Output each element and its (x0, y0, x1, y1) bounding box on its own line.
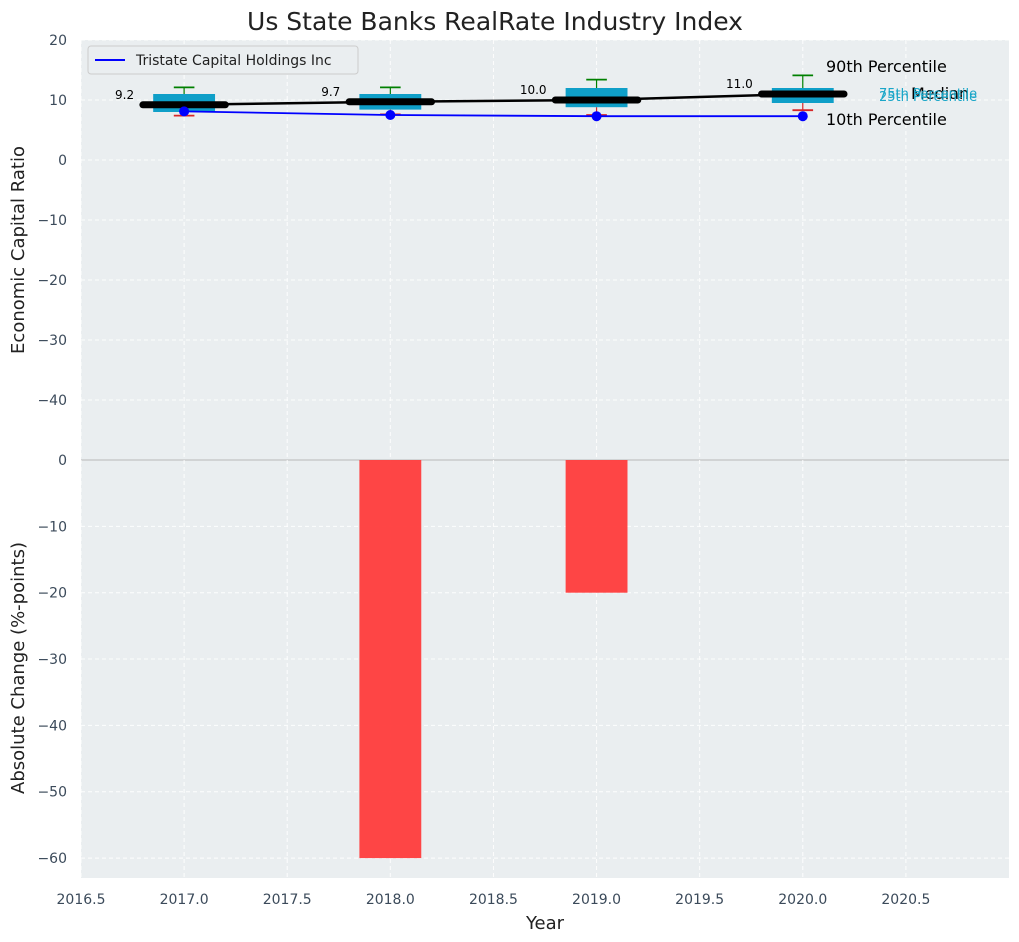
legend: Tristate Capital Holdings Inc (87, 45, 359, 75)
x-axis-label: Year (525, 913, 565, 934)
bottom-y-axis-label: Absolute Change (%-points) (8, 542, 29, 794)
series-line (184, 110, 803, 118)
bottom-y-tick-label: −30 (37, 652, 67, 668)
annotation-p10: 10th Percentile (826, 110, 947, 129)
x-tick-label: 2017.5 (263, 892, 312, 908)
change-bar (565, 460, 628, 593)
bottom-y-tick-label: 0 (58, 453, 67, 469)
percentile-boxes: 9.2 9.7 10.0 11.0 (115, 74, 848, 117)
series-point (385, 110, 396, 120)
legend-box (87, 45, 359, 75)
x-tick-label: 2019.5 (675, 892, 724, 908)
median-value-label: 9.7 (321, 85, 340, 99)
chart-title: Us State Banks RealRate Industry Index (247, 7, 743, 36)
annotation-p90: 90th Percentile (826, 57, 947, 76)
change-bars (359, 460, 628, 859)
bottom-y-tick-label: −50 (37, 785, 67, 801)
top-panel-bg (81, 40, 1009, 460)
x-tick-label: 2017.0 (160, 892, 209, 908)
change-bar (359, 460, 422, 859)
series-point (797, 111, 808, 122)
bottom-y-tick-label: −40 (37, 718, 67, 734)
annotation-p25: 25th Percentile (879, 90, 977, 105)
x-tick-label: 2019.0 (572, 892, 621, 908)
annotation-p75: 75th Percentile (879, 87, 977, 102)
bottom-y-tick-label: −10 (37, 519, 67, 535)
x-tick-label: 2016.5 (57, 892, 106, 908)
bottom-panel-bg (81, 460, 1009, 878)
bottom-y-tick-label: −60 (37, 851, 67, 867)
median-value-label: 11.0 (726, 77, 753, 91)
x-tick-label: 2018.0 (366, 892, 415, 908)
axis-ticks: 2016.5 2017.0 2017.5 2018.0 2018.5 2019.0 2019… (37, 33, 930, 908)
top-y-tick-label: 0 (58, 153, 67, 169)
top-y-tick-label: −40 (37, 393, 67, 409)
top-y-tick-label: 10 (49, 93, 67, 109)
top-y-tick-label: −20 (37, 273, 67, 289)
company-series (179, 106, 808, 122)
top-y-tick-label: −30 (37, 333, 67, 349)
annotation-median: Median (911, 84, 969, 103)
series-point (591, 111, 602, 122)
series-point (179, 106, 190, 117)
median-value-label: 10.0 (520, 83, 547, 97)
legend-label: Tristate Capital Holdings Inc (135, 53, 332, 69)
top-y-tick-label: −10 (37, 213, 67, 229)
x-tick-label: 2020.0 (778, 892, 827, 908)
top-y-tick-label: 20 (49, 33, 67, 49)
median-value-label: 9.2 (115, 88, 134, 102)
top-y-axis-label: Economic Capital Ratio (8, 146, 29, 354)
median-line (184, 92, 803, 107)
bottom-y-tick-label: −20 (37, 586, 67, 602)
x-tick-label: 2020.5 (881, 892, 930, 908)
x-tick-label: 2018.5 (469, 892, 518, 908)
